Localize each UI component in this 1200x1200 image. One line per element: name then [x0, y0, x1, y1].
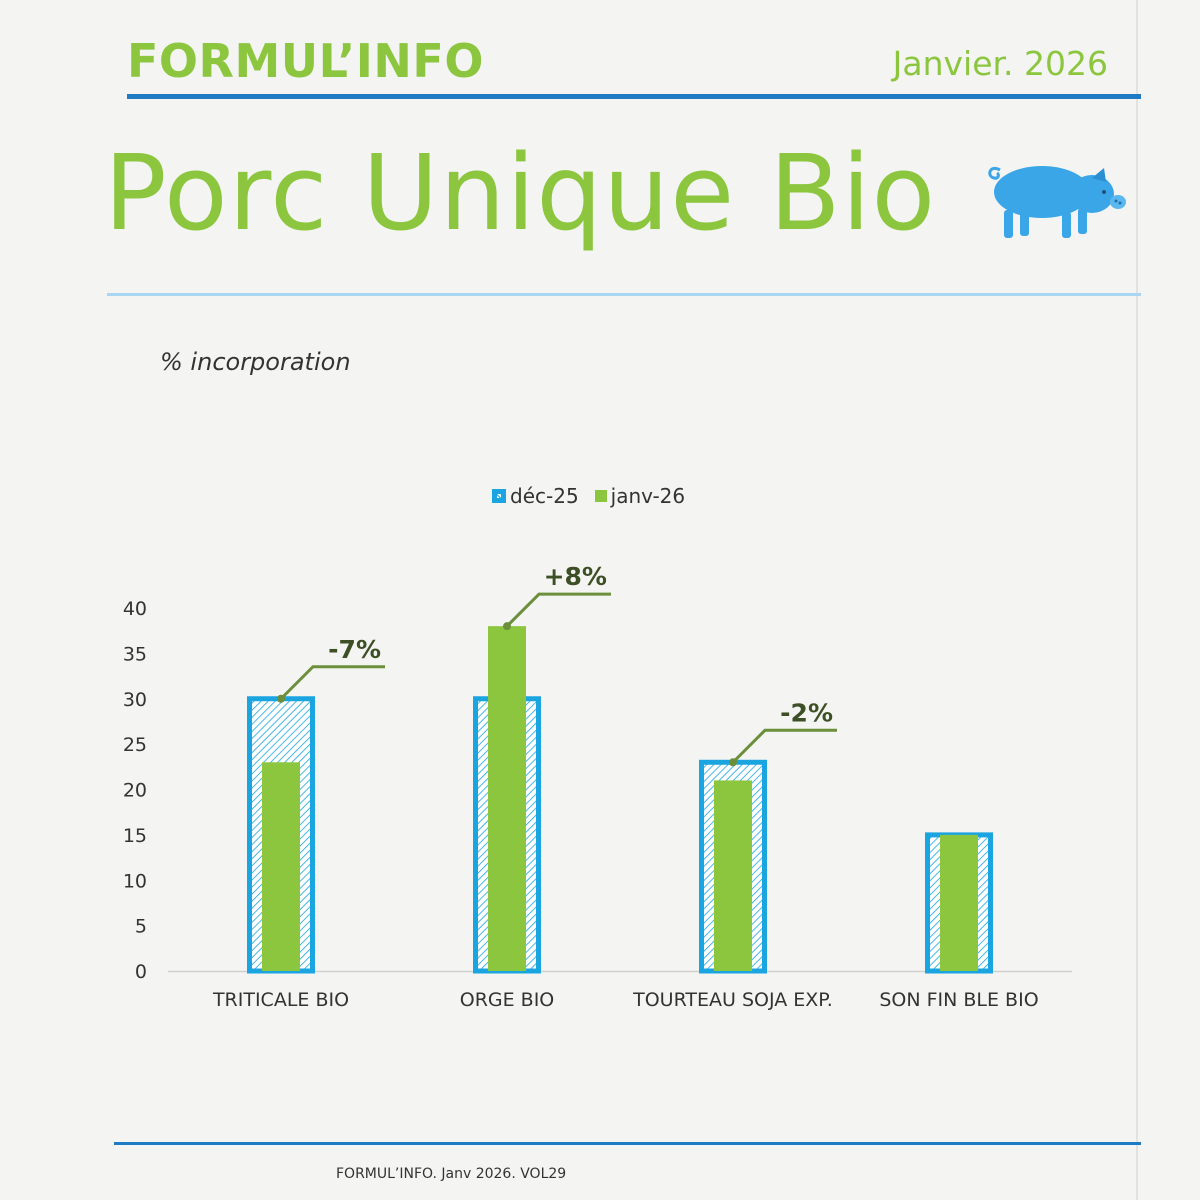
y-tick-label: 40 [123, 598, 147, 620]
title-rule [107, 293, 1141, 296]
unit-label: % incorporation [160, 348, 351, 376]
y-tick-label: 0 [135, 961, 147, 983]
y-tick-label: 35 [123, 643, 147, 665]
bar-janv-26 [940, 834, 978, 971]
annotation-anchor [503, 622, 511, 631]
bar-chart: 0 5 10 15 20 25 30 35 40 TRITICALE BIO -7% ORGE BIO… [123, 562, 1072, 1011]
x-tick-label: ORGE BIO [460, 989, 555, 1011]
y-tick-label: 15 [123, 825, 147, 847]
y-tick-label: 30 [123, 689, 147, 711]
annotation-leader [731, 728, 837, 764]
legend-swatch-dec [492, 489, 506, 503]
bar-janv-26 [262, 762, 300, 971]
legend-label-jan: janv-26 [610, 484, 686, 508]
legend-item-jan: janv-26 [594, 484, 686, 508]
footer-text: FORMUL’INFO. Janv 2026. VOL29 [336, 1166, 567, 1182]
y-tick-label: 10 [123, 870, 147, 892]
x-tick-label: TOURTEAU SOJA EXP. [632, 989, 833, 1011]
legend-swatch-jan [594, 490, 607, 502]
chart-legend: déc-25 janv-26 [492, 484, 685, 508]
footer-rule [114, 1142, 1141, 1145]
annotation-label: +8% [544, 562, 607, 591]
bar-janv-26 [488, 626, 526, 971]
bar-janv-26 [714, 780, 752, 971]
pig-icon [988, 166, 1126, 238]
y-tick-label: 5 [135, 916, 147, 938]
x-tick-label: SON FIN BLE BIO [879, 989, 1038, 1011]
annotation-anchor [277, 694, 285, 703]
page-title: Porc Unique Bio [104, 132, 937, 254]
x-tick-label: TRITICALE BIO [212, 989, 349, 1011]
page-edge [1136, 0, 1138, 1200]
annotation-leader [505, 592, 611, 628]
annotation-label: -2% [780, 698, 833, 727]
issue-date: Janvier. 2026 [892, 44, 1108, 83]
brand-logo: FORMUL’INFO [127, 34, 484, 88]
y-tick-label: 25 [123, 734, 147, 756]
annotation-label: -7% [328, 635, 381, 664]
legend-label-dec: déc-25 [510, 484, 579, 508]
annotation-anchor [729, 758, 737, 767]
header-rule [127, 94, 1141, 99]
legend-item-dec: déc-25 [492, 484, 579, 508]
y-tick-label: 20 [123, 780, 147, 802]
annotation-leader [279, 665, 385, 700]
